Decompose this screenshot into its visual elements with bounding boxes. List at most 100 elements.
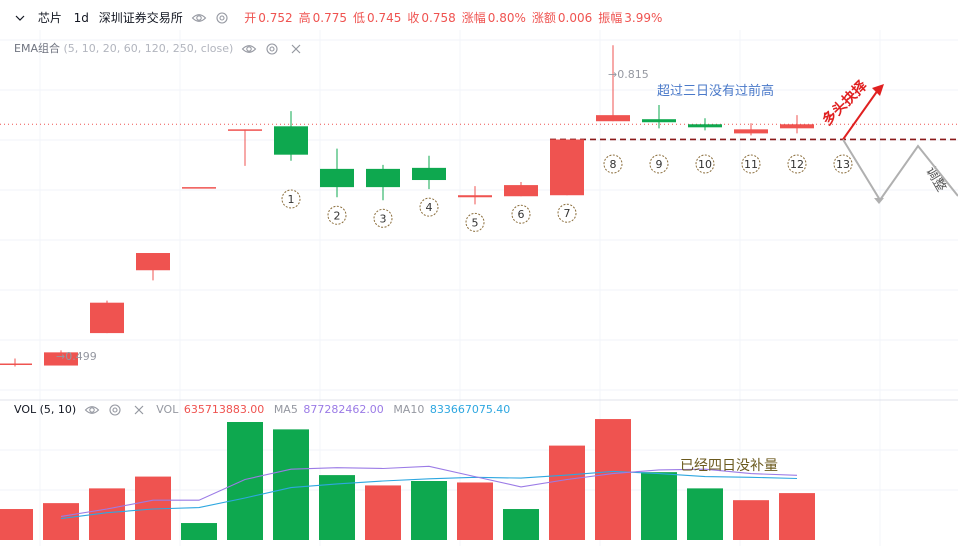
ema-legend: EMA组合 (5, 10, 20, 60, 120, 250, close) bbox=[14, 41, 304, 57]
vol-value: 635713883.00 bbox=[183, 403, 265, 416]
adjust-arrow-head bbox=[874, 198, 884, 204]
ohlc-value: 0.006 bbox=[557, 10, 593, 25]
ohlc-label: 涨额 bbox=[531, 10, 556, 25]
candle-number-circle bbox=[511, 204, 531, 224]
ohlc-value: 0.80% bbox=[487, 10, 526, 25]
no-new-high-note: 超过三日没有过前高 bbox=[657, 83, 774, 99]
interval: 1d bbox=[73, 10, 89, 25]
candle-body bbox=[688, 124, 722, 128]
ohlc-value: 3.99% bbox=[624, 10, 663, 25]
eye-icon[interactable] bbox=[191, 10, 207, 26]
ema-settings-gear-icon[interactable] bbox=[264, 41, 280, 57]
ohlc-label: 涨幅 bbox=[461, 10, 486, 25]
candle-number-label: 2 bbox=[334, 209, 341, 222]
ohlc-value: 0.752 bbox=[258, 10, 293, 25]
ma5-value: 877282462.00 bbox=[303, 403, 384, 416]
volume-bar bbox=[779, 493, 815, 540]
volume-bar bbox=[411, 481, 447, 540]
ohlc-label: 振幅 bbox=[598, 10, 623, 25]
ma10-line bbox=[60, 470, 798, 520]
ema-name: EMA组合 bbox=[14, 42, 60, 55]
collapse-chevron-icon[interactable] bbox=[14, 10, 26, 26]
volume-ma-lines bbox=[60, 465, 798, 520]
grid-lines bbox=[0, 30, 958, 546]
vol-settings-gear-icon[interactable] bbox=[107, 402, 123, 418]
volume-bar bbox=[319, 475, 355, 540]
candle-body bbox=[228, 129, 262, 131]
candle-number-label: 4 bbox=[426, 201, 433, 214]
candle-number-label: 8 bbox=[610, 158, 617, 171]
bull-arrow-line bbox=[842, 89, 879, 141]
candle-body bbox=[44, 352, 78, 366]
bull-choice-note: 多头抉择 bbox=[819, 77, 871, 129]
symbol-name: 芯片 bbox=[37, 10, 62, 25]
volume-bar bbox=[457, 482, 493, 540]
ema-eye-icon[interactable] bbox=[241, 41, 257, 57]
candle-number-label: 5 bbox=[472, 216, 479, 229]
candle-number-label: 12 bbox=[790, 158, 804, 171]
volume-bar bbox=[641, 472, 677, 540]
candle-body bbox=[458, 195, 492, 198]
candle-number-circle bbox=[787, 154, 807, 174]
candle-number-label: 3 bbox=[380, 212, 387, 225]
volume-bar bbox=[595, 419, 631, 540]
vol-params: (5, 10) bbox=[39, 403, 77, 416]
vol-close-icon[interactable] bbox=[131, 402, 147, 418]
candle-number-label: 10 bbox=[698, 158, 712, 171]
candle-number-label: 11 bbox=[744, 158, 758, 171]
ohlc-label: 低 bbox=[353, 10, 366, 25]
candle-body bbox=[596, 115, 630, 122]
vol-name: VOL bbox=[14, 403, 37, 416]
candle-number-circle bbox=[741, 154, 761, 174]
candle-number-circle bbox=[465, 212, 485, 232]
candle-body bbox=[734, 129, 768, 134]
candle-number-circle bbox=[281, 189, 301, 209]
candle-body bbox=[550, 139, 584, 196]
candle-body bbox=[366, 168, 400, 188]
volume-bar bbox=[227, 422, 263, 540]
candle-number-circle bbox=[373, 208, 393, 228]
ohlc-value: 0.775 bbox=[312, 10, 348, 25]
exchange-name: 深圳证券交易所 bbox=[98, 10, 183, 25]
ohlc-value: 0.758 bbox=[421, 10, 456, 25]
candle-body bbox=[274, 126, 308, 155]
volume-bar bbox=[687, 488, 723, 540]
ma5-line bbox=[60, 465, 798, 517]
settings-gear-icon[interactable] bbox=[214, 10, 230, 26]
ma10-label: MA10 bbox=[393, 403, 425, 416]
volume-bars bbox=[0, 419, 815, 540]
ohlc-label: 开 bbox=[244, 10, 257, 25]
candle-number-circle bbox=[833, 154, 853, 174]
candle-body bbox=[780, 124, 814, 129]
low-price-marker: →0.499 bbox=[56, 350, 97, 363]
volume-bar bbox=[0, 509, 33, 540]
ema-params: (5, 10, 20, 60, 120, 250, close) bbox=[63, 42, 234, 55]
candle-number-circle bbox=[603, 154, 623, 174]
ma5-label: MA5 bbox=[273, 403, 298, 416]
candle-number-label: 1 bbox=[288, 193, 295, 206]
candle-number-circle bbox=[649, 154, 669, 174]
candle-body bbox=[0, 363, 32, 366]
candles bbox=[0, 45, 814, 367]
candle-number-label: 13 bbox=[836, 158, 850, 171]
bull-arrow-head bbox=[872, 84, 884, 96]
reference-lines bbox=[0, 123, 958, 141]
candle-body bbox=[182, 187, 216, 189]
candle-body bbox=[642, 119, 676, 123]
vol-eye-icon[interactable] bbox=[84, 402, 100, 418]
candle-body bbox=[412, 167, 446, 181]
candle-body bbox=[320, 168, 354, 188]
candle-number-label: 7 bbox=[564, 207, 571, 220]
volume-bar bbox=[549, 445, 585, 540]
high-price-marker: →0.815 bbox=[608, 68, 649, 81]
candle-number-circle bbox=[557, 203, 577, 223]
ohlc-label: 高 bbox=[298, 10, 311, 25]
candle-number-circle bbox=[327, 205, 347, 225]
candle-body bbox=[90, 302, 124, 334]
ema-close-icon[interactable] bbox=[288, 41, 304, 57]
candle-number-label: 6 bbox=[518, 208, 525, 221]
ma10-value: 833667075.40 bbox=[429, 403, 511, 416]
ohlc-label: 收 bbox=[407, 10, 420, 25]
